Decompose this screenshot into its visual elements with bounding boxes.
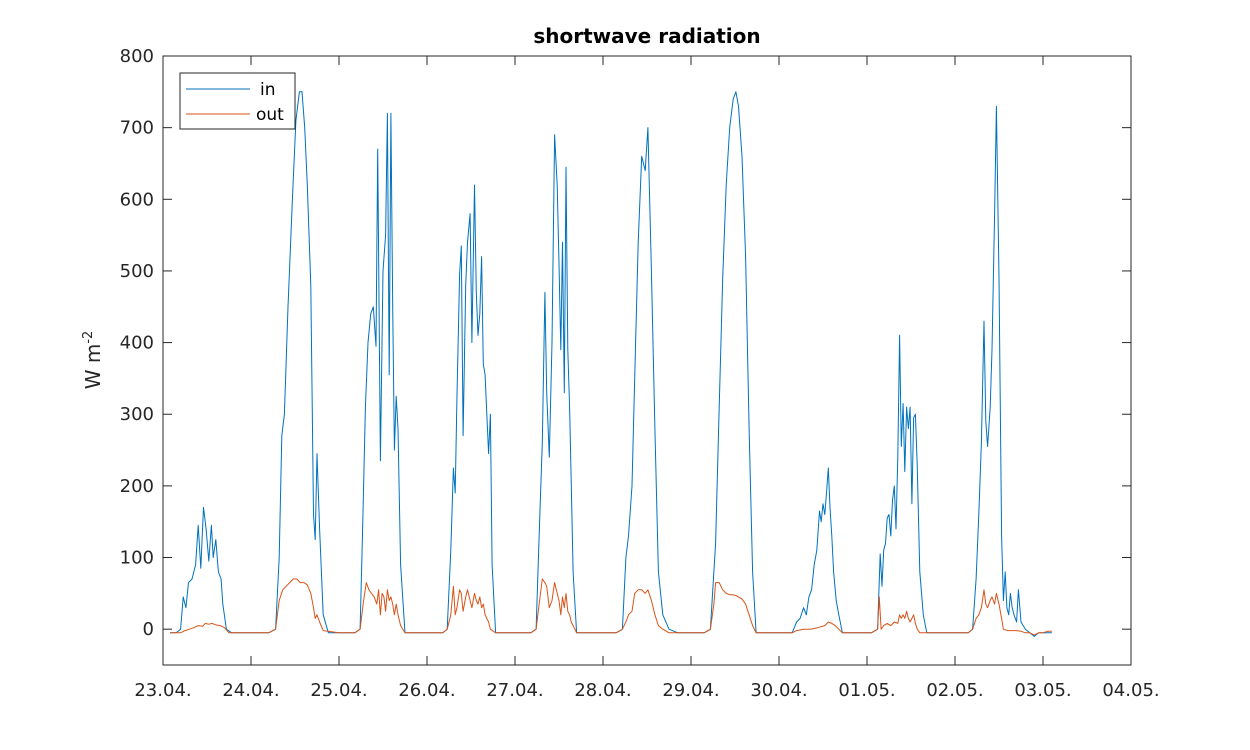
y-tick-label: 800	[120, 46, 154, 67]
x-tick-label: 25.04.	[310, 680, 367, 701]
x-tick-label: 30.04.	[750, 680, 807, 701]
legend: in out	[179, 72, 296, 130]
legend-box	[179, 72, 296, 130]
series-layer	[170, 91, 1052, 637]
x-tick-label: 28.04.	[574, 680, 631, 701]
y-tick-label: 300	[120, 404, 154, 425]
x-tick-label: 29.04.	[662, 680, 719, 701]
y-tick-label: 700	[120, 118, 154, 139]
y-tick-label: 100	[120, 548, 154, 569]
legend-label-out: out	[256, 105, 284, 125]
y-tick-label: 0	[143, 619, 154, 640]
x-axis: 23.04. 24.04. 25.04. 26.04. 27.04. 28.04. 29.0…	[134, 56, 1160, 701]
y-tick-label: 400	[120, 333, 154, 354]
y-axis: 0 100 200 300 400 500 600 700 800	[120, 46, 1131, 640]
x-tick-label: 23.04.	[134, 680, 191, 701]
y-tick-label: 600	[120, 189, 154, 210]
plot-background	[163, 56, 1131, 665]
x-tick-label: 02.05.	[926, 680, 983, 701]
x-tick-label: 26.04.	[398, 680, 455, 701]
series-line-out	[170, 578, 1052, 636]
x-tick-label: 27.04.	[486, 680, 543, 701]
y-tick-label: 500	[120, 261, 154, 282]
x-tick-label: 01.05.	[838, 680, 895, 701]
chart-title: shortwave radiation	[533, 24, 760, 48]
y-axis-label-text: W m	[81, 344, 105, 390]
x-tick-label: 03.05.	[1014, 680, 1071, 701]
plot-area-frame	[162, 55, 1132, 666]
x-tick-label: 04.05.	[1102, 680, 1159, 701]
y-axis-label: W m-2	[81, 331, 105, 390]
y-axis-label-superscript: -2	[81, 331, 96, 344]
x-tick-label: 24.04.	[222, 680, 279, 701]
legend-label-in: in	[260, 80, 276, 100]
y-tick-label: 200	[120, 476, 154, 497]
